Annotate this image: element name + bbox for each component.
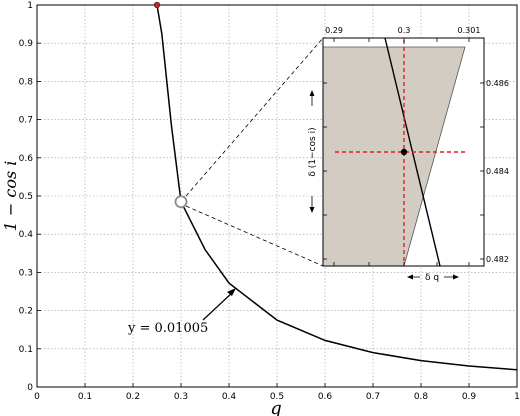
markers [153, 1, 188, 209]
y-tick-label: 0.7 [19, 116, 33, 126]
y-tick-label: 0.9 [19, 39, 34, 49]
main-axes-frame [36, 4, 518, 388]
x-tick-label: 0.6 [318, 392, 333, 402]
x-tick-label: 0.9 [462, 392, 477, 402]
marker-point [153, 1, 161, 9]
x-tick-label: 1 [514, 392, 520, 402]
inset-x-arrowhead-right [453, 274, 459, 280]
x-axis-label: q [270, 398, 282, 416]
x-tick-label: 0.5 [270, 392, 284, 402]
inset-panel: 0.29 0.3 0.301 0.486 0.484 0.482 δ q δ (… [308, 26, 509, 283]
inset-x-label: δ q [425, 273, 439, 283]
inset-center-point [400, 148, 408, 156]
annotation-arrow [202, 291, 234, 321]
annotation-arrowhead [227, 288, 236, 296]
x-tick-label: 0.2 [126, 392, 140, 402]
y-tick-label: 0.2 [19, 307, 33, 317]
inset-ticks [323, 38, 484, 266]
x-tick-label: 0.3 [174, 392, 188, 402]
y-tick-label: 0.1 [19, 345, 33, 355]
series-line [156, 4, 518, 371]
inset-ytick-1: 0.484 [486, 167, 509, 176]
marker-zoom-circle [174, 195, 188, 209]
y-tick-label: 0.4 [19, 230, 34, 240]
main-tick-labels: 0 0.1 0.2 0.3 0.4 0.5 0.6 0.7 0.8 0.9 100.10.20.30… [19, 1, 520, 402]
y-tick-label: 0.6 [19, 154, 34, 164]
inset-xtick-1: 0.3 [398, 26, 411, 35]
y-tick-label: 1 [27, 1, 33, 11]
inset-ytick-2: 0.482 [486, 255, 509, 264]
inset-xtick-0: 0.29 [325, 26, 343, 35]
y-tick-label: 0 [27, 383, 33, 393]
y-tick-label: 0.3 [19, 268, 33, 278]
inset-frame [322, 37, 485, 267]
inset-y-arrowhead-down [309, 207, 315, 213]
zoom-guide-top [185, 37, 324, 197]
x-tick-label: 0.1 [78, 392, 92, 402]
x-tick-label: 0.7 [366, 392, 380, 402]
inset-y-arrowhead-up [309, 90, 315, 96]
inset-y-label: δ (1−cos i) [308, 127, 318, 176]
inset-xtick-2: 0.301 [458, 26, 481, 35]
y-tick-label: 0.5 [19, 192, 33, 202]
y-tick-label: 0.8 [19, 77, 34, 87]
y-axis-label: 1 − cos i [1, 161, 20, 232]
annotation-text: y = 0.01005 [127, 321, 208, 336]
x-tick-label: 0 [34, 392, 40, 402]
inset-ytick-0: 0.486 [486, 79, 509, 88]
x-tick-label: 0.4 [222, 392, 237, 402]
zoom-guide-bottom [185, 205, 324, 267]
x-tick-label: 0.8 [414, 392, 429, 402]
inset-x-arrowhead-left [407, 274, 413, 280]
